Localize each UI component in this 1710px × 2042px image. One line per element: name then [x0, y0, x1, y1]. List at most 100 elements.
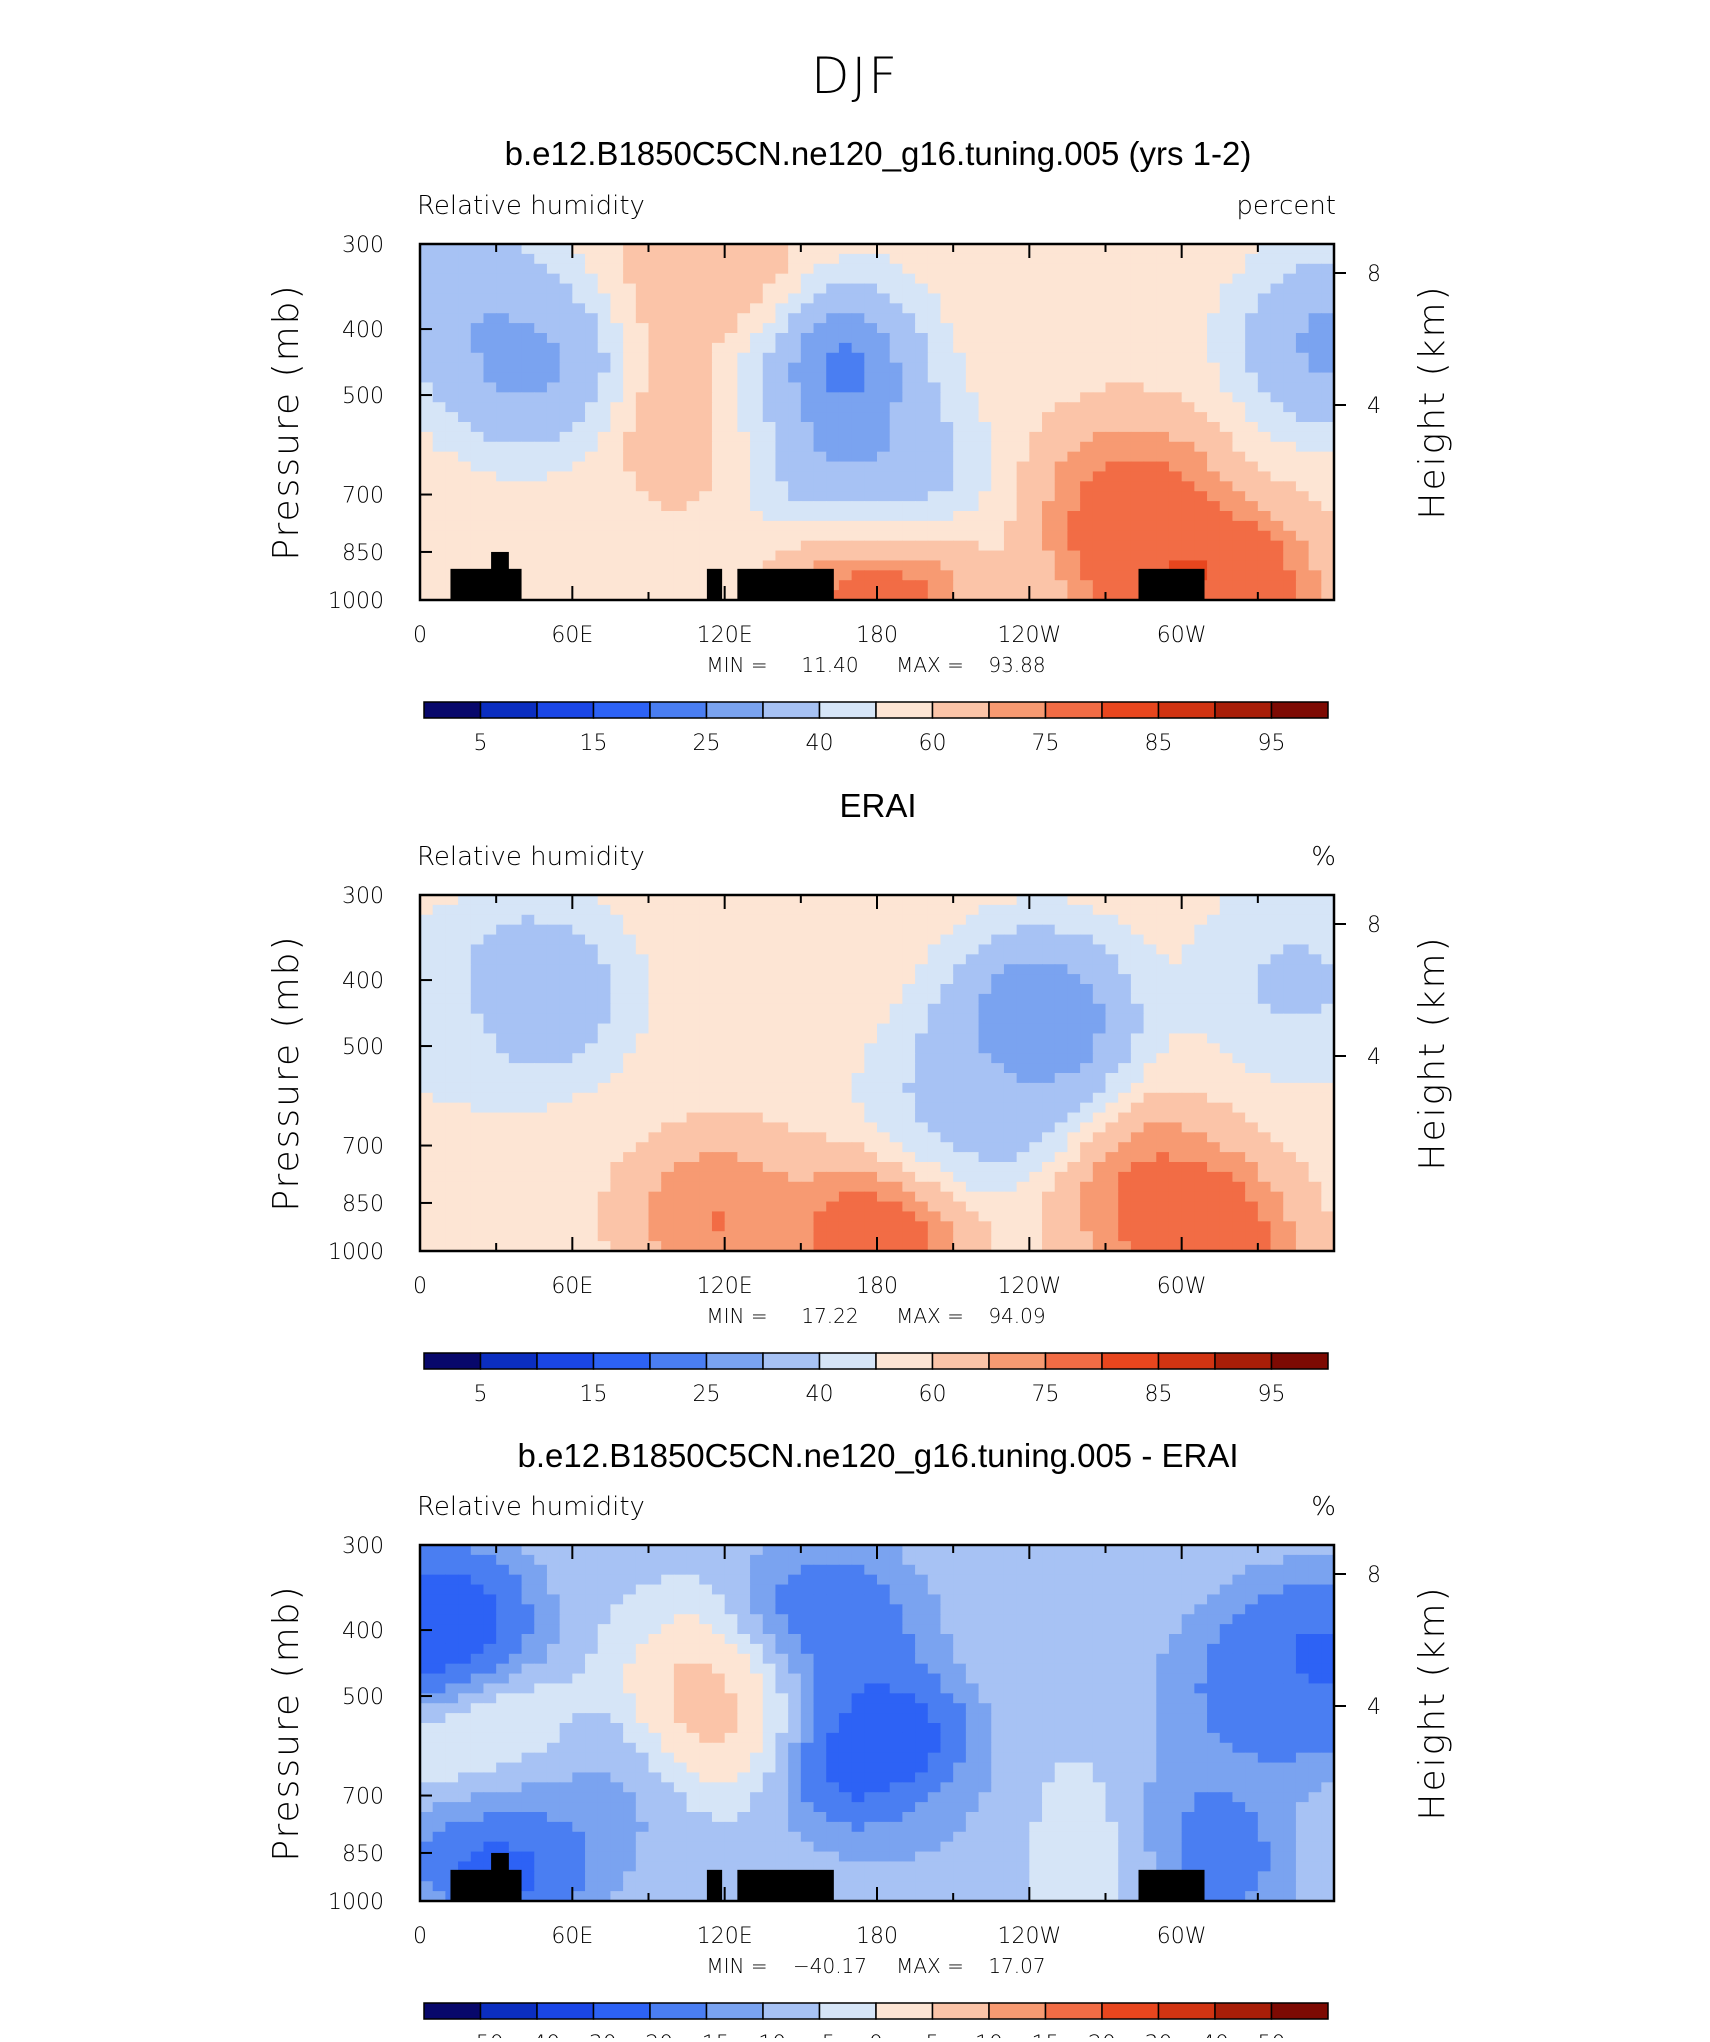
- heatmap-cell: [1296, 954, 1309, 964]
- heatmap-cell: [801, 1093, 814, 1103]
- heatmap-cell: [1055, 501, 1068, 511]
- heatmap-cell: [775, 452, 788, 462]
- heatmap-cell: [852, 491, 865, 501]
- heatmap-cell: [1156, 313, 1169, 323]
- heatmap-cell: [839, 432, 852, 442]
- heatmap-cell: [1042, 244, 1055, 254]
- heatmap-cell: [953, 1014, 966, 1024]
- heatmap-cell: [928, 551, 941, 561]
- heatmap-cell: [483, 511, 496, 521]
- heatmap-cell: [471, 974, 484, 984]
- heatmap-cell: [737, 1024, 750, 1034]
- heatmap-cell: [1182, 1053, 1195, 1063]
- heatmap-cell: [1029, 363, 1042, 373]
- heatmap-cell: [1017, 935, 1030, 945]
- heatmap-cell: [1220, 964, 1233, 974]
- heatmap-cell: [585, 333, 598, 343]
- heatmap-cell: [1258, 935, 1271, 945]
- heatmap-cell: [1106, 580, 1119, 590]
- heatmap-cell: [1118, 491, 1131, 501]
- heatmap-cell: [1309, 303, 1322, 313]
- heatmap-cell: [1309, 501, 1322, 511]
- heatmap-cell: [471, 1211, 484, 1221]
- heatmap-cell: [839, 531, 852, 541]
- heatmap-cell: [839, 905, 852, 915]
- heatmap-cell: [750, 944, 763, 954]
- heatmap-cell: [458, 915, 471, 925]
- heatmap-cell: [1194, 264, 1207, 274]
- heatmap-cell: [1004, 580, 1017, 590]
- heatmap-cell: [509, 1182, 522, 1192]
- heatmap-cell: [1067, 1132, 1080, 1142]
- heatmap-cell: [445, 551, 458, 561]
- heatmap-cell: [1207, 382, 1220, 392]
- heatmap-cell: [1004, 284, 1017, 294]
- heatmap-cell: [522, 531, 535, 541]
- heatmap-cell: [547, 442, 560, 452]
- heatmap-cell: [623, 580, 636, 590]
- heatmap-cell: [1207, 1093, 1220, 1103]
- heatmap-cell: [826, 373, 839, 383]
- heatmap-cell: [1271, 382, 1284, 392]
- heatmap-cell: [1029, 432, 1042, 442]
- heatmap-cell: [598, 1014, 611, 1024]
- heatmap-cell: [534, 491, 547, 501]
- heatmap-cell: [902, 284, 915, 294]
- heatmap-cell: [839, 1142, 852, 1152]
- heatmap-cell: [826, 491, 839, 501]
- heatmap-cell: [649, 541, 662, 551]
- heatmap-cell: [1207, 303, 1220, 313]
- heatmap-cell: [1283, 511, 1296, 521]
- heatmap-cell: [1106, 984, 1119, 994]
- heatmap-cell: [775, 1033, 788, 1043]
- heatmap-cell: [737, 1014, 750, 1024]
- heatmap-cell: [763, 353, 776, 363]
- heatmap-cell: [1106, 531, 1119, 541]
- heatmap-cell: [775, 442, 788, 452]
- heatmap-cell: [1067, 541, 1080, 551]
- heatmap-cell: [890, 944, 903, 954]
- heatmap-cell: [826, 1014, 839, 1024]
- heatmap-cell: [940, 254, 953, 264]
- heatmap-cell: [674, 254, 687, 264]
- heatmap-cell: [801, 303, 814, 313]
- heatmap-cell: [966, 560, 979, 570]
- heatmap-cell: [585, 560, 598, 570]
- heatmap-cell: [496, 1142, 509, 1152]
- heatmap-cell: [1144, 1182, 1157, 1192]
- heatmap-cell: [661, 452, 674, 462]
- heatmap-cell: [496, 1014, 509, 1024]
- heatmap-cell: [661, 1004, 674, 1014]
- heatmap-cell: [877, 925, 890, 935]
- heatmap-cell: [928, 531, 941, 541]
- heatmap-cell: [1017, 521, 1030, 531]
- heatmap-cell: [814, 974, 827, 984]
- heatmap-cell: [801, 1043, 814, 1053]
- heatmap-cell: [991, 570, 1004, 580]
- heatmap-cell: [725, 521, 738, 531]
- heatmap-cell: [991, 284, 1004, 294]
- heatmap-cell: [763, 551, 776, 561]
- heatmap-cell: [775, 313, 788, 323]
- heatmap-cell: [522, 293, 535, 303]
- heatmap-cell: [1093, 1132, 1106, 1142]
- heatmap-cell: [1321, 1192, 1334, 1202]
- heatmap-cell: [1156, 915, 1169, 925]
- heatmap-cell: [1156, 521, 1169, 531]
- heatmap-cell: [737, 1132, 750, 1142]
- heatmap-cell: [1169, 363, 1182, 373]
- heatmap-cell: [750, 303, 763, 313]
- heatmap-cell: [433, 1142, 446, 1152]
- heatmap-cell: [572, 1014, 585, 1024]
- heatmap-cell: [712, 1053, 725, 1063]
- heatmap-cell: [1067, 954, 1080, 964]
- heatmap-cell: [1055, 905, 1068, 915]
- heatmap-cell: [814, 905, 827, 915]
- heatmap-cell: [890, 293, 903, 303]
- heatmap-cell: [801, 264, 814, 274]
- heatmap-cell: [1093, 481, 1106, 491]
- heatmap-cell: [864, 560, 877, 570]
- heatmap-cell: [547, 905, 560, 915]
- heatmap-cell: [1144, 1162, 1157, 1172]
- heatmap-cell: [1321, 895, 1334, 905]
